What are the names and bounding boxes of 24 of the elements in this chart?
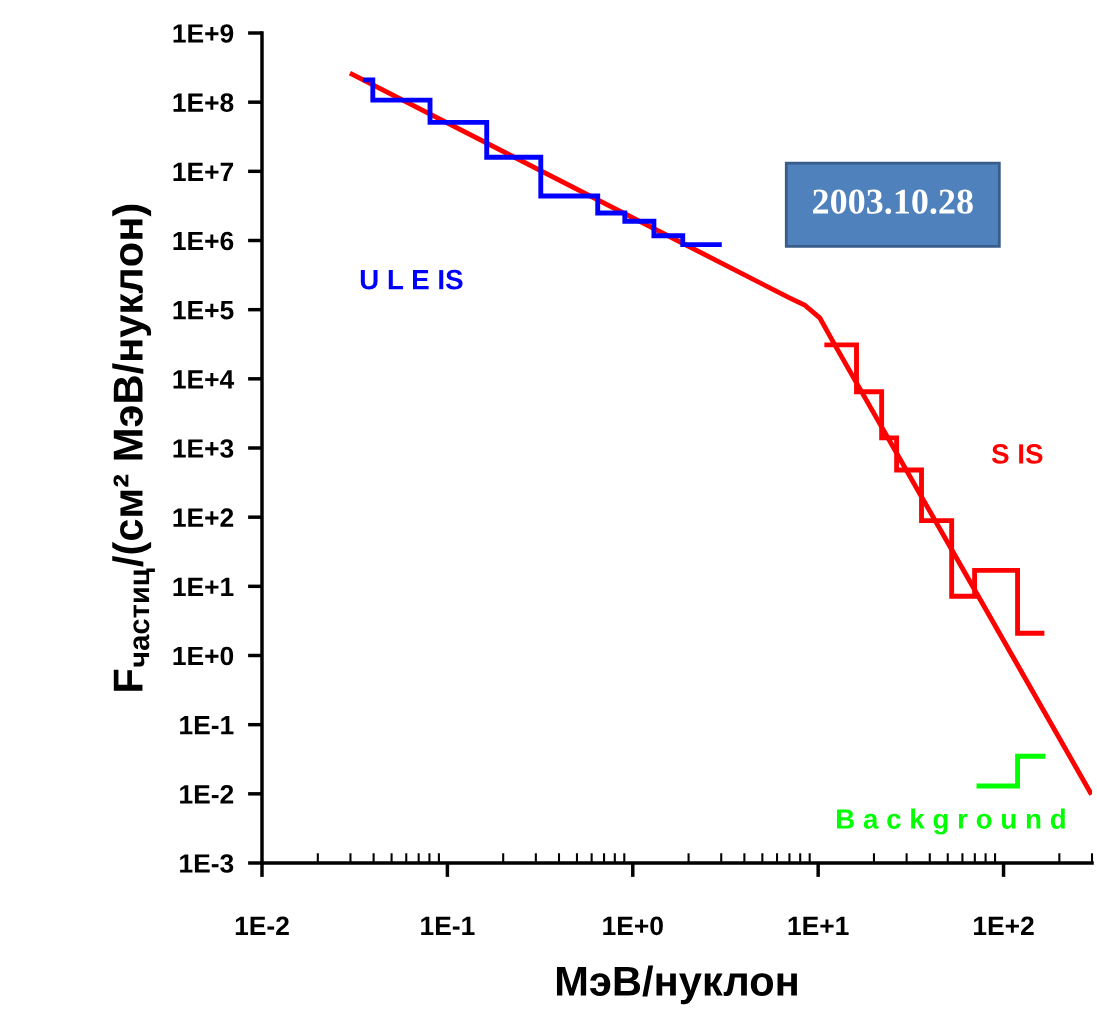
y-tick-label: 1E+9: [173, 24, 234, 43]
y-tick-label: 1E-1: [180, 716, 234, 735]
y-axis-title: F$_{частиц}$/(см² МэВ/нуклон): [112, 204, 155, 691]
y-tick-label: 1E+0: [173, 646, 234, 666]
y-tick-label: 1E+6: [173, 231, 234, 251]
y-tick-label: 1E+3: [173, 439, 234, 458]
y-tick-label: 1E+5: [173, 301, 234, 320]
x-tick-label: 1E+1: [788, 916, 849, 935]
y-tick-label: 1E+7: [173, 162, 234, 181]
x-tick-label: 1E-2: [235, 916, 289, 935]
y-tick-label: 1E+2: [173, 508, 234, 527]
x-tick-label: 1E+2: [974, 916, 1034, 935]
y-tick-label: 1E+1: [173, 577, 234, 596]
y-tick-label: 1E-2: [180, 784, 234, 804]
y-tick-label: 1E-3: [180, 854, 234, 873]
x-axis-title: МэВ/нуклон: [556, 965, 797, 1005]
x-tick-label: 1E-1: [421, 916, 475, 935]
y-tick-label: 1E+8: [173, 93, 234, 112]
text: U L E IS: [360, 269, 463, 290]
text: S IS: [991, 444, 1043, 464]
annotation: 2003.10.28: [813, 189, 973, 215]
series-label: B a c k g r o u n d: [837, 808, 1065, 835]
y-tick-label: 1E+4: [173, 370, 235, 389]
x-tick-label: 1E+0: [603, 916, 663, 936]
